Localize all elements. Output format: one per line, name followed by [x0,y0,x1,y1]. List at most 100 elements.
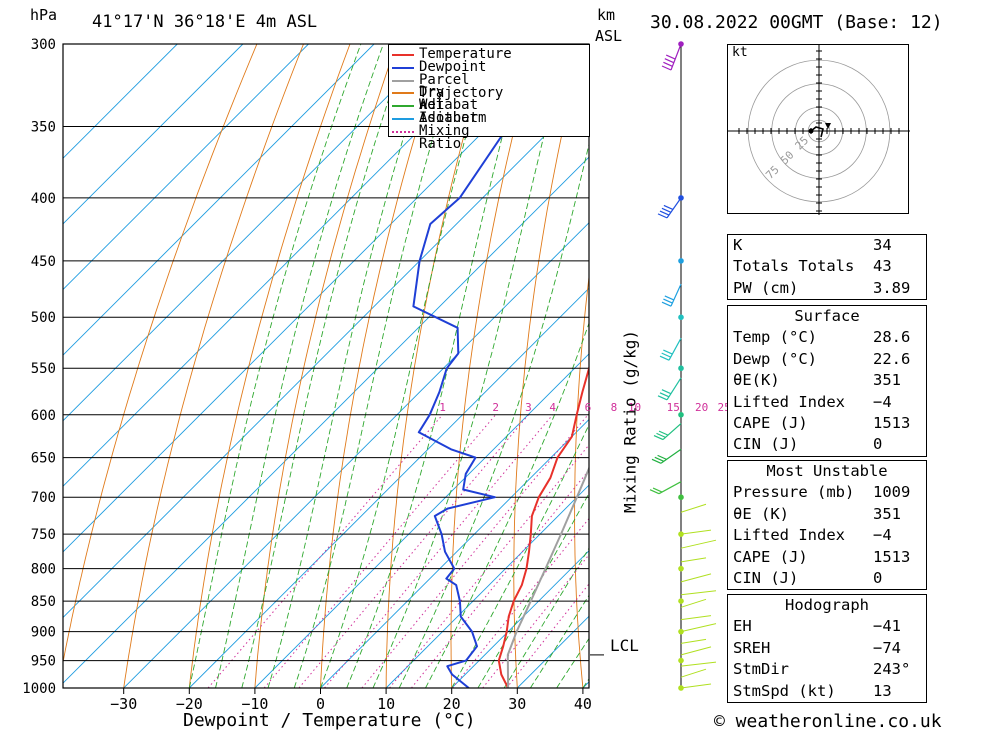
dry-adiabat-line [63,44,258,665]
wind-level-dot [678,598,684,604]
wind-barb-flag [653,435,664,441]
most-unstable-table: Most Unstable Pressure (mb) 1009 θE (K) 351 L… [727,460,927,591]
table-row: Dewp (°C) 22.6 [728,349,926,370]
wind-barb-flag [661,207,672,213]
wind-barb-flag [663,298,673,304]
wet-adiabat-line [398,142,589,688]
table-row: Lifted Index −4 [728,525,926,546]
isotherm-line [63,44,441,422]
x-tick-label: 20 [443,695,461,713]
row-value: 3.89 [873,278,911,297]
row-label: PW (cm) [733,278,799,297]
mixing-ratio-label: 10 [628,401,641,414]
wind-barb-flag [649,489,660,495]
legend-label: Dry Adiabat [419,84,479,114]
wind-level-dot [678,258,684,264]
wind-barb-flag [651,458,662,464]
mixing-ratio-label: 1 [439,401,446,414]
table-title: Most Unstable [766,462,888,480]
storm-motion-marker [825,123,831,129]
wind-barb [680,646,712,656]
wet-adiabat-line [451,423,589,688]
wind-barb [660,448,682,464]
wind-barb [680,623,717,633]
lcl-label: LCL [610,636,639,655]
row-value: 0 [873,568,883,587]
row-value: 0 [873,435,883,454]
row-value: 243° [873,660,911,679]
pressure-tick-label: 1000 [22,681,56,697]
wind-barb-flag [656,432,666,438]
wet-adiabat-line [188,44,362,688]
table-title: Hodograph [785,596,869,614]
table-row: θE(K) 351 [728,370,926,391]
wind-level-dot [678,565,684,572]
table-row: CAPE (J) 1513 [728,413,926,434]
datetime-label: 30.08.2022 00GMT (Base: 12) [650,12,943,33]
wind-barb [680,598,707,608]
dry-adiabat-line [633,44,675,688]
x-tick-label: −30 [110,695,137,713]
isotherm-line [254,353,589,688]
wind-barb [680,557,707,563]
x-tick-label: −10 [241,695,268,713]
pressure-tick-label: 350 [31,119,56,135]
legend-swatch [392,92,414,95]
isotherm-line [63,44,244,225]
row-label: Dewp (°C) [733,349,817,368]
legend-swatch [392,54,414,56]
hodograph-ring-label: 25 [793,134,812,153]
wet-adiabat-line [215,44,384,688]
mixing-ratio-line [324,414,554,688]
x-tick-label: 10 [377,695,395,713]
wind-barb [670,283,682,307]
wind-barb [680,683,712,689]
pressure-tick-label: 400 [31,191,56,207]
table-row: PW (cm) 3.89 [728,278,926,299]
legend-label: Dewpoint [419,58,487,75]
legend-label: Temperature [419,46,512,62]
row-value: 13 [873,681,892,700]
indices-table: K 34 Totals Totals 43 PW (cm) 3.89 [727,234,927,301]
wind-barb [680,668,707,678]
wind-barb [666,197,682,219]
row-label: Totals Totals [733,257,855,276]
legend-swatch [392,105,414,108]
hodograph-plot: 25 50 75 kt [727,44,910,215]
row-value: 1513 [873,547,911,566]
copyright-label[interactable]: © weatheronline.co.uk [714,711,942,732]
dry-adiabat-line [952,44,1000,688]
row-label: EH [733,617,752,636]
table-row: StmSpd (kt) 13 [728,681,926,702]
wind-barb [680,615,712,621]
wind-barb [658,481,682,495]
wind-barb-flag [661,389,672,395]
temperature-line [497,365,589,688]
row-value: 22.6 [873,349,911,368]
legend-label: Isotherm [419,110,487,126]
row-value: 43 [873,257,892,276]
wind-barb-flag [663,349,673,355]
wind-barb-flag [664,58,675,64]
dry-adiabat-line [188,44,351,688]
table-row: Lifted Index −4 [728,392,926,413]
row-label: Pressure (mb) [733,483,855,502]
mixing-ratio-label: 6 [585,401,592,414]
km-label: km [597,6,616,24]
hpa-axis-label: hPa [30,6,58,24]
table-row: Totals Totals 43 [728,256,926,277]
table-title: Surface [794,307,860,325]
x-tick-label: 0 [316,695,325,713]
pressure-tick-label: 500 [31,310,56,326]
hodograph-unit-label: kt [732,45,748,60]
table-row: CIN (J) 0 [728,434,926,455]
wind-barb-flag [661,65,672,71]
row-value: 1513 [873,413,911,432]
pressure-tick-label: 650 [31,451,56,467]
plot-frame [62,43,590,689]
surface-table: Surface Temp (°C) 28.6 Dewp (°C) 22.6 θE(K) 35… [727,305,927,457]
row-value: −74 [873,638,901,657]
row-value: −41 [873,617,901,636]
wind-barb-flag [659,210,670,216]
